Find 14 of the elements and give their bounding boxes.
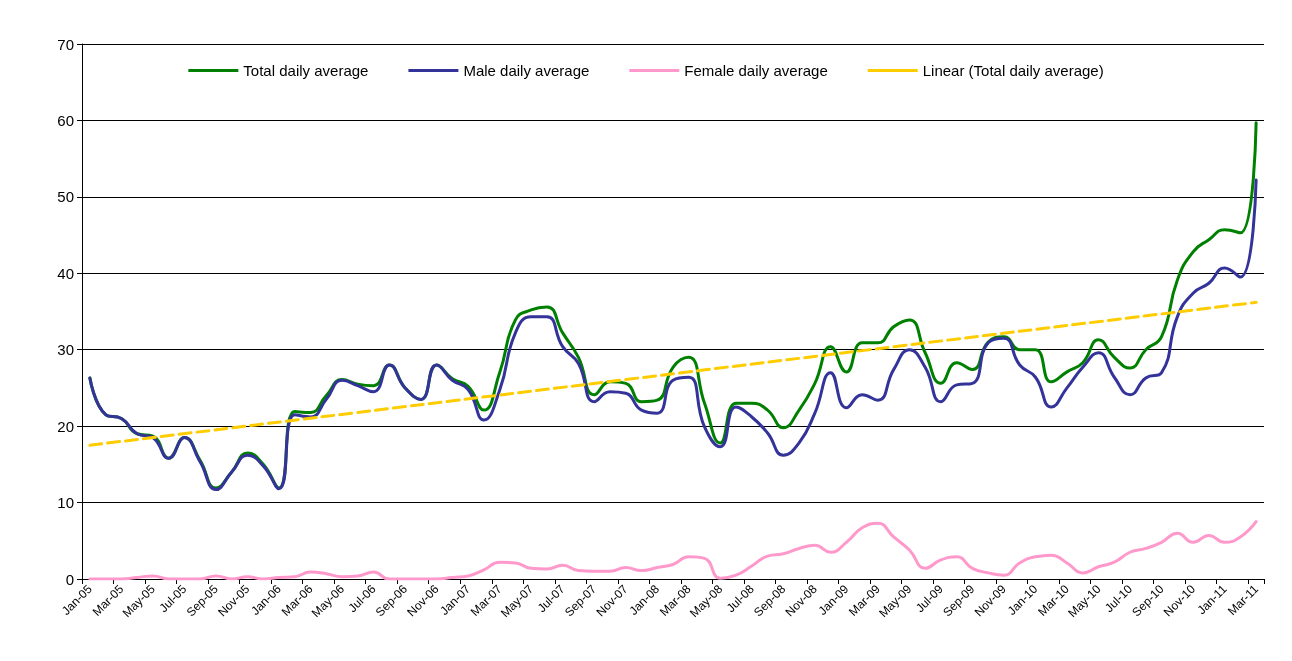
y-tick-label: 70 [57,35,74,53]
line-series [88,520,1258,581]
y-tick-label: 40 [57,264,74,282]
line-series [88,178,1258,492]
legend-label: Female daily average [684,62,828,79]
y-tick-label: 10 [57,494,74,512]
y-tick-label: 30 [57,341,74,359]
legend-label: Male daily average [463,62,590,79]
y-tick-label: 0 [65,570,74,588]
y-tick-label: 20 [57,417,74,435]
y-tick-label: 60 [57,111,74,129]
y-tick-label: 50 [57,188,74,206]
legend-label: Total daily average [243,62,369,79]
legend-label: Linear (Total daily average) [922,62,1104,79]
